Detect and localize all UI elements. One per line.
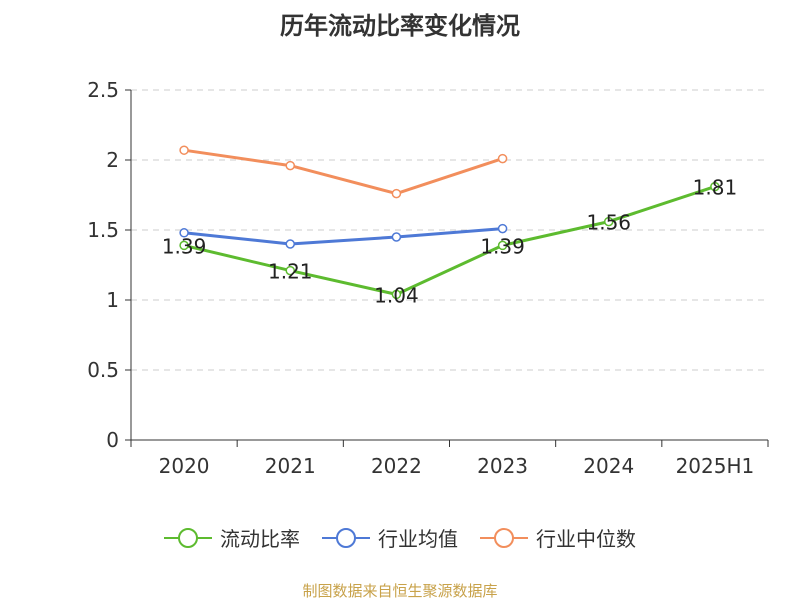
data-point	[710, 181, 720, 192]
data-point	[497, 240, 508, 251]
data-point	[497, 153, 508, 164]
x-tick-label: 2025H1	[676, 454, 755, 478]
y-tick-label: 0	[106, 428, 119, 452]
data-point	[391, 188, 402, 199]
legend-item-industry-median[interactable]: 行业中位数	[480, 523, 636, 552]
legend-item-industry-mean[interactable]: 行业均值	[322, 523, 458, 552]
data-point	[391, 232, 402, 242]
x-tick-label: 2022	[371, 454, 422, 478]
x-tick-label: 2023	[477, 454, 528, 478]
data-point	[179, 228, 189, 238]
legend-line-marker-icon	[480, 527, 528, 548]
chart-title: 历年流动比率变化情况	[280, 12, 520, 40]
legend-label: 流动比率	[220, 527, 300, 551]
data-point	[391, 289, 402, 300]
data-label: 1.39	[480, 234, 525, 258]
data-label: 1.04	[374, 283, 419, 307]
y-tick-label: 2	[106, 148, 119, 172]
legend-label: 行业中位数	[536, 527, 636, 551]
series-line	[183, 227, 503, 246]
axes: 0 0.5 1 1.5 2 2.5 2020 2021 2022 2023 2024 2025H1	[87, 78, 769, 478]
data-label: 1.39	[162, 234, 207, 258]
series-line	[183, 185, 716, 296]
legend-item-current-ratio[interactable]: 流动比率	[164, 523, 300, 552]
series-layer	[179, 145, 720, 300]
data-label: 1.56	[586, 211, 631, 235]
x-tick-label: 2024	[583, 454, 634, 478]
source-note: 制图数据来自恒生聚源数据库	[302, 582, 498, 600]
y-tick-label: 2.5	[87, 78, 119, 102]
data-point	[497, 223, 508, 234]
y-tick-label: 0.5	[87, 358, 119, 382]
data-point	[285, 160, 295, 171]
data-point	[285, 265, 295, 276]
grid-lines	[131, 89, 768, 371]
y-tick-label: 1.5	[87, 218, 119, 242]
legend-line-marker-icon	[322, 527, 370, 548]
y-tick-label: 1	[106, 288, 119, 312]
series-line	[183, 148, 504, 196]
data-point	[285, 239, 295, 249]
legend: 流动比率 行业均值 行业中位数	[0, 523, 800, 552]
legend-label: 行业均值	[378, 527, 458, 551]
x-tick-label: 2020	[159, 454, 210, 478]
data-point	[604, 216, 614, 227]
x-tick-label: 2021	[265, 454, 316, 478]
data-labels: 1.39 1.21 1.04 1.39 1.56 1.81	[162, 176, 737, 308]
data-point	[179, 240, 189, 251]
data-point	[179, 145, 189, 155]
data-label: 1.21	[268, 260, 313, 284]
legend-line-marker-icon	[164, 527, 212, 548]
data-label: 1.81	[693, 176, 738, 200]
